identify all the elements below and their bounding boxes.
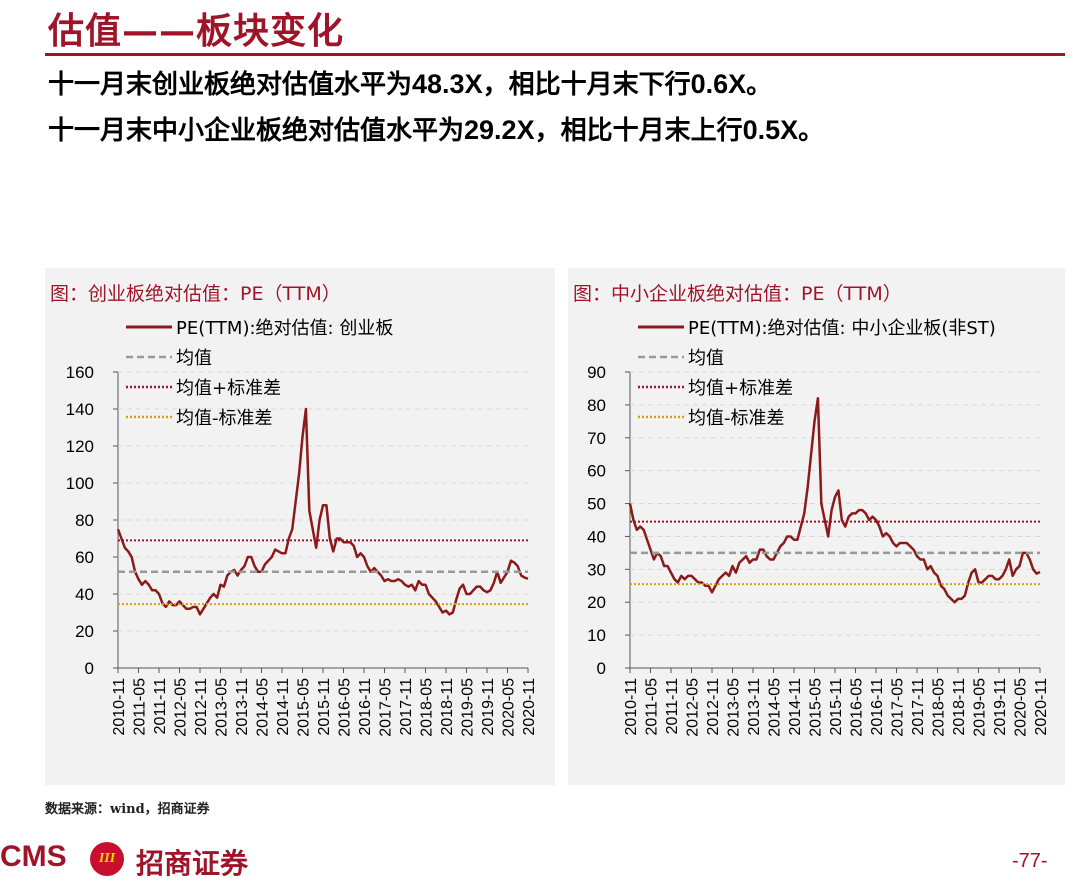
page-number: -77- (1012, 850, 1048, 872)
logo-mark: III (90, 842, 124, 876)
legend-label: 均值+标准差 (176, 378, 281, 399)
y-tick-label: 90 (587, 363, 606, 382)
x-tick-label: 2019-05 (460, 678, 477, 737)
x-tick-label: 2016-11 (357, 678, 374, 736)
headline-text: 。 (798, 116, 825, 146)
y-tick-label: 70 (587, 429, 606, 448)
x-tick-label: 2018-05 (419, 678, 436, 737)
y-tick-label: 40 (587, 527, 606, 546)
x-tick-label: 2012-11 (705, 678, 722, 736)
y-tick-label: 100 (66, 474, 94, 493)
x-tick-label: 2018-11 (951, 678, 968, 736)
x-tick-label: 2014-11 (787, 678, 804, 736)
legend-label: PE(TTM):绝对估值: 中小企业板(非ST) (688, 318, 996, 339)
y-tick-label: 60 (75, 548, 94, 567)
y-tick-label: 20 (587, 593, 606, 612)
x-tick-label: 2020-05 (501, 678, 518, 737)
headline-text: ，相比十月末上行 (534, 116, 743, 146)
x-tick-label: 2016-11 (869, 678, 886, 736)
y-tick-label: 80 (587, 396, 606, 415)
x-tick-label: 2019-11 (992, 678, 1009, 736)
charts: 图：创业板绝对估值：PE（TTM）02040608010012014016020… (45, 268, 1065, 785)
x-tick-label: 2013-11 (234, 678, 251, 736)
x-tick-label: 2010-11 (623, 678, 640, 736)
page-title: 估值——板块变化 (48, 10, 345, 52)
x-tick-label: 2018-05 (931, 678, 948, 737)
x-tick-label: 2017-11 (910, 678, 927, 736)
x-tick-label: 2011-05 (132, 678, 149, 736)
x-tick-label: 2012-05 (173, 678, 190, 737)
y-tick-label: 0 (85, 659, 94, 678)
x-tick-label: 2017-05 (378, 678, 395, 737)
legend-label: PE(TTM):绝对估值: 创业板 (176, 318, 393, 339)
headline-text: 。 (746, 70, 773, 100)
headline-text: 十一月末创业板绝对估值水平为 (48, 70, 413, 100)
x-tick-label: 2013-05 (214, 678, 231, 737)
x-tick-label: 2015-11 (316, 678, 333, 736)
panel-background (568, 268, 1065, 785)
y-tick-label: 0 (597, 659, 606, 678)
x-tick-label: 2014-11 (275, 678, 292, 736)
x-tick-label: 2011-11 (664, 678, 681, 734)
logo-text: CMS (0, 840, 67, 873)
y-tick-label: 120 (66, 437, 94, 456)
x-tick-label: 2017-11 (398, 678, 415, 736)
x-tick-label: 2013-05 (726, 678, 743, 737)
x-tick-label: 2019-05 (972, 678, 989, 737)
legend-label: 均值+标准差 (688, 378, 793, 399)
chart-title: 图：中小企业板绝对估值：PE（TTM） (573, 283, 902, 305)
x-tick-label: 2020-05 (1013, 678, 1030, 737)
x-tick-label: 2018-11 (439, 678, 456, 736)
x-tick-label: 2016-05 (337, 678, 354, 737)
headline: 十一月末创业板绝对估值水平为48.3X，相比十月末下行0.6X。 (48, 64, 772, 101)
brand: 招商证券 (136, 847, 249, 880)
y-tick-label: 50 (587, 495, 606, 514)
line-series (116, 407, 529, 616)
line-series (628, 397, 1041, 604)
legend-label: 均值 (688, 348, 724, 369)
legend-label: 均值-标准差 (176, 408, 273, 429)
x-tick-label: 2013-11 (746, 678, 763, 736)
x-tick-label: 2014-05 (767, 678, 784, 737)
y-tick-label: 30 (587, 560, 606, 579)
y-tick-label: 10 (587, 626, 606, 645)
x-tick-label: 2020-11 (521, 678, 538, 736)
headline-number: 29.2X (464, 115, 535, 145)
y-tick-label: 140 (66, 400, 94, 419)
headline-text: 十一月末中小企业板绝对估值水平为 (48, 116, 465, 146)
y-tick-label: 20 (75, 622, 94, 641)
x-tick-label: 2017-05 (890, 678, 907, 737)
x-tick-label: 2015-11 (828, 678, 845, 736)
source-note: 数据来源：wind，招商证券 (45, 802, 210, 817)
chart-title: 图：创业板绝对估值：PE（TTM） (50, 283, 341, 305)
x-tick-label: 2010-11 (111, 678, 128, 736)
panel-background (45, 268, 555, 785)
headline-number: 48.3X (412, 69, 483, 99)
headline-number: 0.6X (690, 69, 747, 99)
headline: 十一月末中小企业板绝对估值水平为29.2X，相比十月末上行0.5X。 (48, 110, 824, 147)
y-tick-label: 60 (587, 462, 606, 481)
x-tick-label: 2016-05 (849, 678, 866, 737)
legend-label: 均值-标准差 (688, 408, 785, 429)
headline-number: 0.5X (742, 115, 799, 145)
x-tick-label: 2015-05 (296, 678, 313, 737)
x-tick-label: 2014-05 (255, 678, 272, 737)
x-tick-label: 2012-05 (685, 678, 702, 737)
x-tick-label: 2012-11 (193, 678, 210, 736)
headline-text: ，相比十月末下行 (482, 70, 691, 100)
x-tick-label: 2020-11 (1033, 678, 1050, 736)
y-tick-label: 40 (75, 585, 94, 604)
x-tick-label: 2019-11 (480, 678, 497, 736)
y-tick-label: 160 (66, 363, 94, 382)
x-tick-label: 2015-05 (808, 678, 825, 737)
legend-label: 均值 (176, 348, 212, 369)
y-tick-label: 80 (75, 511, 94, 530)
x-tick-label: 2011-11 (152, 678, 169, 734)
title-rule (45, 53, 1065, 56)
x-tick-label: 2011-05 (644, 678, 661, 736)
